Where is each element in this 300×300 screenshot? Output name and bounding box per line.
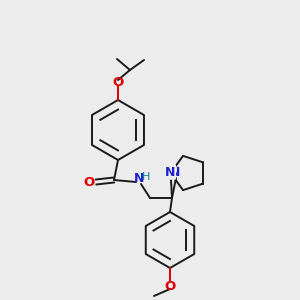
Text: O: O [83, 176, 94, 188]
Text: O: O [112, 76, 124, 88]
Text: N: N [164, 166, 175, 178]
Text: O: O [164, 280, 175, 293]
Text: H: H [142, 172, 150, 182]
Text: N: N [134, 172, 144, 185]
Text: N: N [170, 167, 180, 179]
